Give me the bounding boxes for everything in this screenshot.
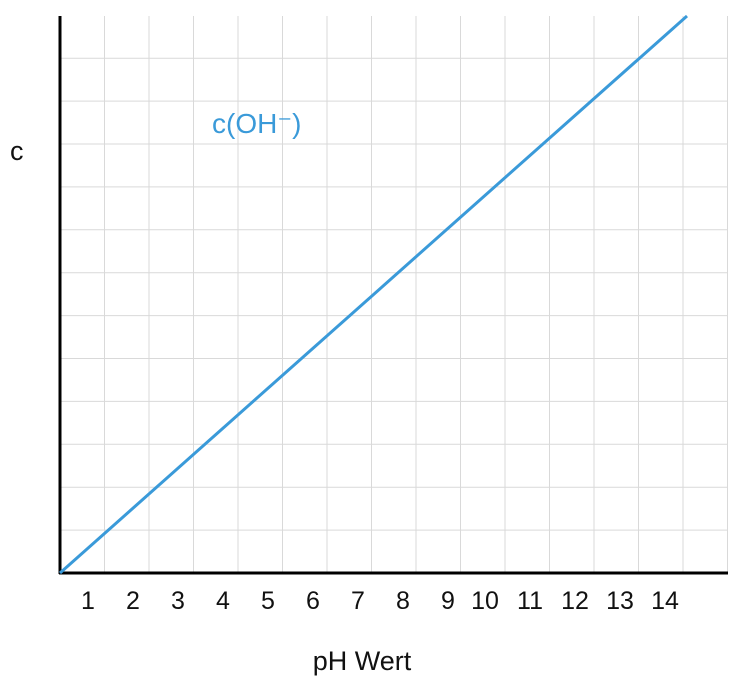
x-tick-label: 7 — [351, 587, 365, 615]
x-tick-labels: 1 2 3 4 5 6 7 8 9 10 11 12 13 14 — [81, 587, 679, 615]
x-tick-label: 4 — [216, 587, 230, 615]
x-tick-label: 12 — [561, 587, 589, 615]
x-tick-label: 11 — [517, 587, 543, 615]
x-tick-label: 8 — [396, 587, 410, 615]
x-tick-label: 6 — [306, 587, 320, 615]
x-tick-label: 9 — [441, 587, 455, 615]
series-label-oh: c(OH⁻) — [212, 108, 301, 139]
x-tick-label: 13 — [606, 587, 634, 615]
x-tick-label: 1 — [81, 587, 95, 615]
x-tick-label: 10 — [471, 587, 499, 615]
x-tick-label: 2 — [126, 587, 140, 615]
x-tick-label: 14 — [651, 587, 679, 615]
x-tick-label: 3 — [171, 587, 185, 615]
y-axis-label: c — [10, 136, 24, 166]
grid — [60, 16, 728, 573]
series-line-0 — [59, 14, 688, 575]
axes — [58, 16, 728, 575]
x-tick-label: 5 — [261, 587, 275, 615]
series-layer — [59, 14, 688, 575]
x-axis-label: pH Wert — [313, 646, 412, 676]
